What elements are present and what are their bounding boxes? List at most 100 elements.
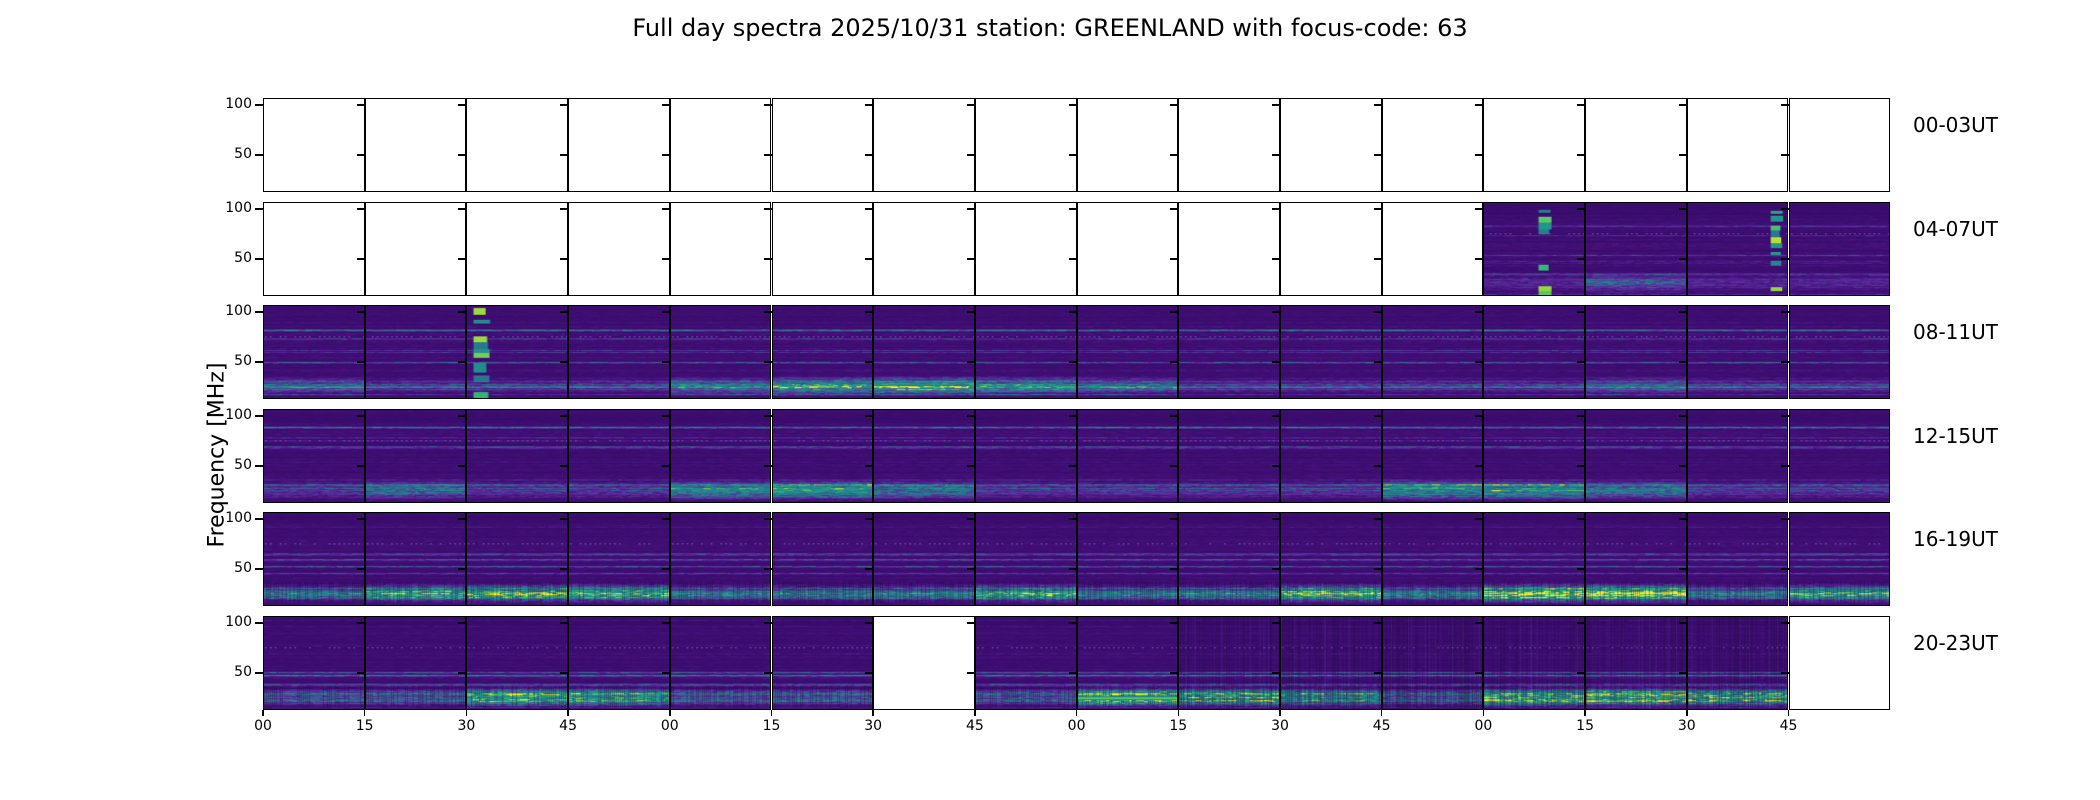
spectrogram-cell <box>364 512 467 606</box>
y-tick-mark <box>1577 518 1587 520</box>
y-tick-mark <box>1475 415 1485 417</box>
spectrogram-cell <box>1585 305 1687 399</box>
spectrogram-cell <box>1788 305 1891 399</box>
spectrogram-cell <box>263 512 365 606</box>
y-tick-mark <box>1780 622 1790 624</box>
spectrogram-canvas <box>1687 617 1788 709</box>
x-tick-mark <box>1584 710 1586 716</box>
spectrogram-canvas <box>772 410 873 502</box>
y-tick-mark <box>1475 622 1485 624</box>
y-tick-mark <box>356 622 366 624</box>
y-tick-mark <box>458 104 468 106</box>
y-tick-mark <box>255 465 264 467</box>
spectrogram-canvas <box>670 513 771 605</box>
y-tick-mark <box>560 258 570 260</box>
spectrogram-canvas <box>1789 410 1890 502</box>
y-tick-mark <box>560 361 570 363</box>
y-tick-mark <box>1577 154 1587 156</box>
empty-cell <box>873 202 975 296</box>
y-tick-mark <box>1170 465 1180 467</box>
spectrogram-cell <box>1483 305 1586 399</box>
y-tick-mark <box>458 415 468 417</box>
y-tick-mark <box>1170 568 1180 570</box>
y-tick-mark <box>356 568 366 570</box>
y-tick-mark <box>1170 258 1180 260</box>
x-tick-label: 30 <box>864 718 883 734</box>
y-tick-mark <box>966 154 976 156</box>
spectrogram-canvas <box>670 410 771 502</box>
y-tick-mark <box>966 672 976 674</box>
spectrogram-canvas <box>1789 513 1890 605</box>
spectrogram-cell <box>568 305 670 399</box>
y-tick-mark <box>966 568 976 570</box>
y-tick-mark <box>1068 622 1078 624</box>
spectrogram-canvas <box>467 617 568 709</box>
x-tick-label: 15 <box>1576 718 1595 734</box>
y-tick-mark <box>1780 465 1790 467</box>
spectrogram-canvas <box>467 513 568 605</box>
spectrogram-canvas <box>1687 410 1788 502</box>
y-tick-mark <box>763 208 773 210</box>
spectrogram-cell <box>1686 409 1789 503</box>
y-tick-mark <box>255 415 264 417</box>
spectrogram-canvas <box>772 306 873 398</box>
spectrogram-cell <box>364 305 467 399</box>
empty-cell <box>466 202 569 296</box>
spectrogram-canvas <box>365 410 466 502</box>
y-tick-mark <box>560 622 570 624</box>
y-tick-mark <box>1678 154 1688 156</box>
empty-cell <box>1076 202 1179 296</box>
empty-cell <box>1788 98 1891 192</box>
empty-cell <box>364 98 467 192</box>
y-tick-mark <box>255 311 264 313</box>
y-tick-mark <box>763 465 773 467</box>
spectrogram-cell <box>771 512 874 606</box>
y-tick-mark <box>1272 518 1281 520</box>
spectrogram-canvas <box>1281 617 1381 709</box>
spectrogram-canvas <box>1382 410 1483 502</box>
x-tick-mark <box>1482 710 1485 716</box>
x-tick-mark <box>1279 710 1281 716</box>
spectrogram-cell <box>1686 616 1789 710</box>
spectrogram-canvas <box>569 617 669 709</box>
y-tick-mark <box>255 258 264 260</box>
row-label: 16-19UT <box>1913 527 1998 551</box>
spectrogram-cell <box>1788 409 1891 503</box>
x-tick-label: 30 <box>1677 718 1696 734</box>
spectrogram-cell <box>1585 616 1687 710</box>
y-tick-mark <box>1475 465 1485 467</box>
y-tick-mark <box>966 415 976 417</box>
spectrogram-cell <box>1483 616 1586 710</box>
y-tick-mark <box>763 568 773 570</box>
spectrogram-cell <box>974 409 1077 503</box>
y-tick-mark <box>1678 208 1688 210</box>
y-tick-mark <box>865 258 875 260</box>
x-tick-label: 00 <box>1067 718 1086 734</box>
y-tick-mark <box>458 208 468 210</box>
y-tick-mark <box>865 622 875 624</box>
y-tick-mark <box>1678 104 1688 106</box>
y-tick-label: 100 <box>225 303 252 319</box>
y-tick-mark <box>1170 104 1180 106</box>
y-tick-mark <box>1373 415 1383 417</box>
y-tick-mark <box>661 361 671 363</box>
x-tick-label: 45 <box>559 718 578 734</box>
y-tick-mark <box>356 311 366 313</box>
row-label: 20-23UT <box>1913 631 1998 655</box>
y-tick-mark <box>865 672 875 674</box>
y-tick-mark <box>1780 361 1790 363</box>
y-tick-mark <box>865 361 875 363</box>
spectrogram-canvas <box>365 513 466 605</box>
y-tick-mark <box>458 622 468 624</box>
y-tick-mark <box>1068 672 1078 674</box>
spectrogram-canvas <box>467 410 568 502</box>
y-tick-mark <box>458 465 468 467</box>
empty-cell <box>873 98 975 192</box>
y-tick-label: 100 <box>225 510 252 526</box>
y-tick-mark <box>1170 361 1180 363</box>
y-tick-mark <box>560 518 570 520</box>
row-label: 12-15UT <box>1913 424 1998 448</box>
spectrogram-canvas <box>1586 617 1686 709</box>
y-tick-mark <box>661 258 671 260</box>
y-tick-mark <box>763 311 773 313</box>
